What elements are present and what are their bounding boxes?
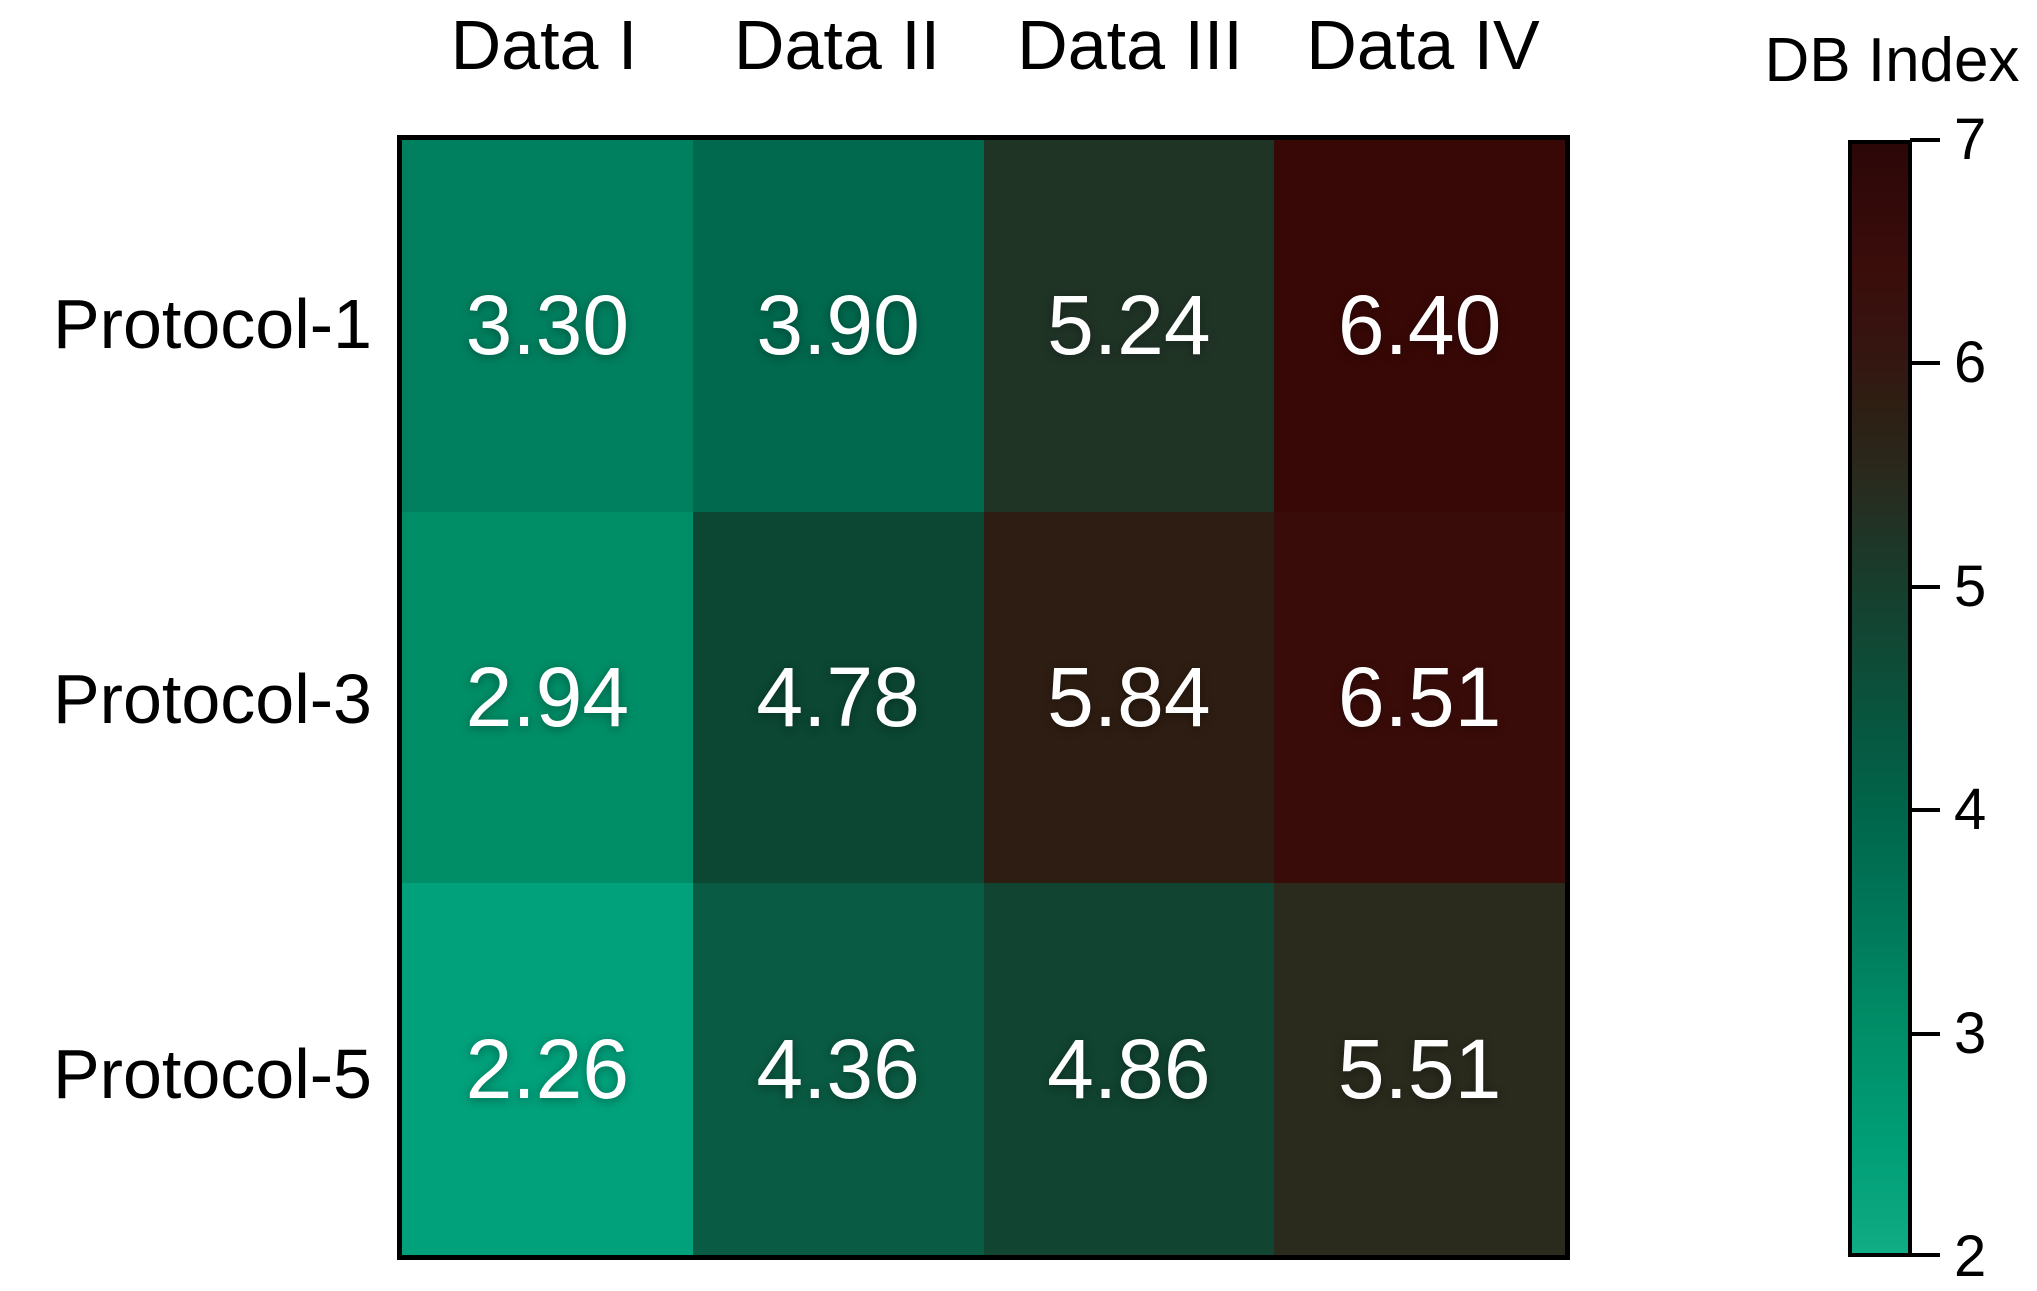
colorbar-tick-label-6: 6 bbox=[1954, 330, 1987, 395]
colorbar-title: DB Index bbox=[1764, 26, 2020, 95]
colorbar-tick-mark-5 bbox=[1910, 585, 1940, 589]
cell-value: 4.36 bbox=[756, 1021, 920, 1116]
heatmap-cell-r2c4: 6.51 bbox=[1274, 511, 1565, 884]
cell-value: 5.24 bbox=[1047, 278, 1211, 373]
cell-value: 6.40 bbox=[1337, 278, 1502, 373]
heatmap-cell-r1c1: 3.30 bbox=[402, 140, 693, 512]
column-header-data-iii: Data III bbox=[1017, 6, 1243, 84]
colorbar-tick-label-4: 4 bbox=[1954, 777, 1987, 842]
cell-value: 4.78 bbox=[756, 649, 920, 744]
colorbar-tick-label-7: 7 bbox=[1954, 107, 1987, 172]
column-header-data-ii: Data II bbox=[733, 6, 941, 84]
cell-value: 5.51 bbox=[1337, 1021, 1502, 1116]
heatmap-cell-r2c1: 2.94 bbox=[402, 511, 693, 884]
colorbar-tick-label-5: 5 bbox=[1954, 554, 1987, 619]
column-header-data-i: Data I bbox=[450, 6, 638, 84]
cell-value: 3.90 bbox=[756, 278, 920, 373]
heatmap-grid: 3.30 3.90 5.24 6.40 2.94 4.78 5.84 6.51 2.26 4.36… bbox=[397, 135, 1570, 1260]
colorbar-tick-mark-4 bbox=[1910, 808, 1940, 812]
cell-value: 2.94 bbox=[465, 649, 630, 744]
cell-value: 6.51 bbox=[1337, 649, 1502, 744]
row-label-protocol-5: Protocol-5 bbox=[52, 1035, 372, 1113]
cell-value: 2.26 bbox=[465, 1021, 630, 1116]
cell-value: 4.86 bbox=[1047, 1021, 1211, 1116]
heatmap-cell-r1c3: 5.24 bbox=[983, 140, 1275, 512]
colorbar-tick-mark-6 bbox=[1910, 361, 1940, 365]
row-label-protocol-3: Protocol-3 bbox=[52, 660, 372, 738]
cell-value: 5.84 bbox=[1047, 649, 1211, 744]
colorbar-tick-mark-7 bbox=[1910, 138, 1940, 142]
heatmap-cell-r1c4: 6.40 bbox=[1274, 140, 1565, 512]
heatmap-cell-r2c3: 5.84 bbox=[983, 511, 1275, 884]
colorbar-tick-label-3: 3 bbox=[1954, 1001, 1987, 1066]
column-header-data-iv: Data IV bbox=[1306, 6, 1540, 84]
heatmap-cell-r3c2: 4.36 bbox=[692, 883, 984, 1255]
heatmap-cell-r3c3: 4.86 bbox=[983, 883, 1275, 1255]
heatmap-cell-r2c2: 4.78 bbox=[692, 511, 984, 884]
colorbar-tick-mark-3 bbox=[1910, 1032, 1940, 1036]
heatmap-cell-r3c4: 5.51 bbox=[1274, 883, 1565, 1255]
colorbar-tick-label-2: 2 bbox=[1954, 1224, 1987, 1289]
colorbar-tick-mark-2 bbox=[1910, 1253, 1940, 1257]
colorbar-gradient bbox=[1848, 140, 1912, 1257]
row-label-protocol-1: Protocol-1 bbox=[52, 285, 372, 363]
heatmap-cell-r3c1: 2.26 bbox=[402, 883, 693, 1255]
heatmap-cell-r1c2: 3.90 bbox=[692, 140, 984, 512]
cell-value: 3.30 bbox=[465, 278, 630, 373]
